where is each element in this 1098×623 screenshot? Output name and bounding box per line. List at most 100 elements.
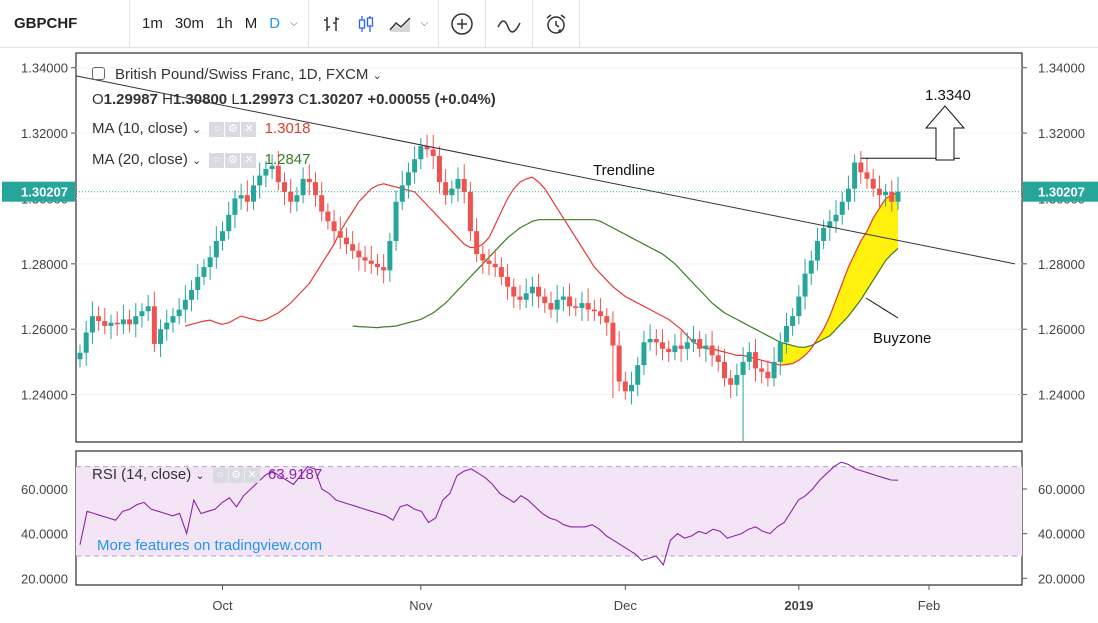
buyzone-fill xyxy=(780,192,898,366)
candle-down xyxy=(381,267,387,271)
candle-up xyxy=(827,221,833,228)
target-label: 1.3340 xyxy=(925,87,971,104)
ma20-legend[interactable]: MA (20, close) ⌄ ○ ⚙ ✕ 1.2847 xyxy=(92,151,311,168)
eye-icon[interactable]: ○ xyxy=(212,467,228,483)
candle-down xyxy=(759,368,765,372)
chevron-down-icon[interactable]: ⌵ xyxy=(420,18,429,29)
gear-icon[interactable]: ⚙ xyxy=(228,467,244,483)
candle-down xyxy=(430,149,436,156)
candle-up xyxy=(405,172,411,186)
price-tick-label-right: 1.28000 xyxy=(1038,257,1085,272)
rsi-legend[interactable]: RSI (14, close) ⌄ ○ ⚙ ✕ 63.9187 xyxy=(92,466,322,483)
x-tick-label: Feb xyxy=(918,598,940,613)
candle-down xyxy=(536,286,542,297)
candle-up xyxy=(164,322,170,330)
candle-up xyxy=(783,325,789,343)
close-icon[interactable]: ✕ xyxy=(241,121,257,137)
interval-month-button[interactable]: M xyxy=(244,14,258,32)
interval-1h-button[interactable]: 1h xyxy=(216,14,233,32)
candle-down xyxy=(288,191,294,202)
alarm-icon[interactable] xyxy=(539,0,573,48)
candle-up xyxy=(269,165,275,170)
candle-up xyxy=(691,339,696,343)
candle-up xyxy=(647,339,653,343)
close-icon[interactable]: ✕ xyxy=(241,152,257,168)
candle-down xyxy=(337,231,343,238)
price-tick-label-left: 1.26000 xyxy=(21,322,68,337)
candle-down xyxy=(467,191,473,232)
series-title[interactable]: British Pound/Swiss Franc, 1D, FXCM ⌄ xyxy=(92,66,382,83)
chevron-down-icon[interactable]: ⌵ xyxy=(290,18,298,29)
candle-down xyxy=(374,263,380,268)
candle-up xyxy=(387,240,393,271)
candles-style-icon[interactable] xyxy=(349,0,383,48)
close-icon[interactable]: ✕ xyxy=(244,467,260,483)
candle-up xyxy=(120,319,126,325)
candle-up xyxy=(703,345,709,349)
gear-icon[interactable]: ⚙ xyxy=(225,121,241,137)
add-indicator-icon[interactable] xyxy=(445,0,479,48)
candle-up xyxy=(195,276,201,290)
candle-down xyxy=(622,381,628,392)
high-label: H xyxy=(162,91,173,108)
price-tick-label-left: 1.34000 xyxy=(21,61,68,76)
gear-icon[interactable]: ⚙ xyxy=(225,152,241,168)
series-title-text: British Pound/Swiss Franc, 1D, FXCM xyxy=(115,66,369,83)
eye-icon[interactable]: ○ xyxy=(209,121,225,137)
chevron-down-icon[interactable]: ⌄ xyxy=(192,155,202,167)
ohlc-readout: O1.29987 H1.30800 L1.29973 C1.30207 +0.0… xyxy=(92,91,496,108)
candle-up xyxy=(684,342,690,349)
candle-up xyxy=(554,299,560,310)
eye-icon[interactable]: ○ xyxy=(209,152,225,168)
interval-30m-button[interactable]: 30m xyxy=(174,14,205,32)
candle-down xyxy=(666,348,672,353)
rsi-label: RSI (14, close) xyxy=(92,466,192,483)
x-tick-label: Dec xyxy=(614,598,638,613)
candle-down xyxy=(598,311,604,317)
chart-style-group: ⌵ xyxy=(309,0,440,48)
price-tick-label-left: 1.24000 xyxy=(21,388,68,403)
watermark-link[interactable]: More features on tradingview.com xyxy=(97,537,323,554)
interval-1m-button[interactable]: 1m xyxy=(142,14,163,32)
candle-up xyxy=(300,178,306,196)
rsi-tick-label-right: 40.0000 xyxy=(1038,527,1085,542)
candle-up xyxy=(139,311,145,317)
interval-day-button[interactable]: D xyxy=(269,14,281,32)
last-price-label-right: 1.30207 xyxy=(1038,185,1085,200)
ma10-line xyxy=(185,176,899,366)
chevron-down-icon[interactable]: ⌄ xyxy=(192,124,202,136)
hide-series-icon[interactable] xyxy=(92,67,105,80)
candle-down xyxy=(721,361,727,379)
price-tick-label-right: 1.24000 xyxy=(1038,388,1085,403)
candle-down xyxy=(480,254,486,261)
chevron-down-icon[interactable]: ⌄ xyxy=(372,70,382,82)
high-value: 1.30800 xyxy=(172,91,228,108)
candle-down xyxy=(443,182,449,196)
candle-up xyxy=(176,309,182,317)
candle-down xyxy=(505,276,511,287)
candle-up xyxy=(629,384,635,392)
chevron-down-icon[interactable]: ⌄ xyxy=(195,470,205,482)
candle-up xyxy=(814,240,820,261)
compare-icon[interactable] xyxy=(492,0,526,48)
candle-up xyxy=(226,214,232,232)
candle-down xyxy=(325,211,331,222)
ma10-series xyxy=(185,176,899,366)
drawings xyxy=(75,75,1022,319)
trendline-label: Trendline xyxy=(593,162,655,179)
candle-up xyxy=(734,374,740,385)
candle-up xyxy=(635,365,641,385)
candle-down xyxy=(610,322,616,346)
candle-down xyxy=(889,191,895,202)
bars-style-icon[interactable] xyxy=(315,0,349,48)
candle-up xyxy=(77,352,83,360)
symbol-search[interactable]: GBPCHF xyxy=(0,0,130,48)
x-tick-label: Nov xyxy=(409,598,433,613)
area-style-icon[interactable] xyxy=(383,0,417,48)
indicator-group xyxy=(439,0,487,48)
target-arrow xyxy=(924,105,966,161)
candle-down xyxy=(542,296,548,304)
price-tick-label-right: 1.26000 xyxy=(1038,322,1085,337)
rsi-value: 63.9187 xyxy=(267,466,323,483)
ma10-legend[interactable]: MA (10, close) ⌄ ○ ⚙ ✕ 1.3018 xyxy=(92,120,311,137)
